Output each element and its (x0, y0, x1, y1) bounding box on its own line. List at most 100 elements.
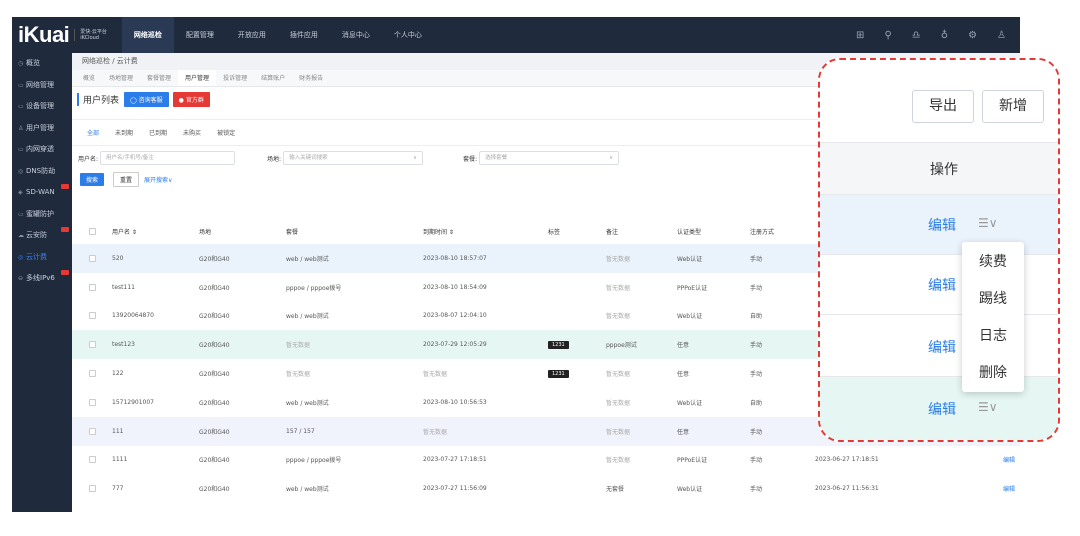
cell-note: 暂无数据 (606, 273, 677, 302)
breadcrumb: 网络巡检 / 云计费 (72, 53, 1020, 70)
cell-note: 暂无数据 (606, 302, 677, 331)
filter-tab[interactable]: 未购买 (183, 130, 202, 137)
package-select[interactable]: 选择套餐 ∨ (479, 151, 620, 165)
sub-tab[interactable]: 用户管理 (178, 70, 217, 86)
sidebar-item[interactable]: ▭ 蜜罐防护 (12, 204, 72, 226)
table-row[interactable]: 13920064870 G20和G40 web / web测试 2023-08-07 … (72, 302, 1020, 331)
table-row[interactable]: 122 G20和G40 暂无数据 暂无数据 1231 暂无数据 任意 手动 (72, 359, 1020, 388)
filter-tab[interactable]: 未到期 (115, 130, 134, 137)
sub-tab[interactable]: 场地管理 (109, 75, 134, 82)
row-checkbox[interactable] (89, 254, 96, 262)
row-checkbox[interactable] (89, 283, 96, 291)
sidebar-item[interactable]: ⊖ 多线IPv6 (12, 268, 72, 290)
sidebar-item[interactable]: ▭ 网络管理 (12, 75, 72, 97)
table-row[interactable]: 1111 G20和G40 pppoe / pppoe拨号 2023-07-27 17:… (72, 446, 1020, 475)
column-header[interactable]: 标签 (548, 219, 606, 244)
row-checkbox[interactable] (89, 398, 96, 406)
sub-tab[interactable]: 概览 (83, 75, 96, 82)
edit-link[interactable]: 编辑 (928, 340, 956, 356)
top-nav-item[interactable]: 消息中心 (341, 31, 370, 39)
sidebar-item-label: 蜜罐防护 (26, 209, 54, 218)
official-group-button[interactable]: ● 官方群 (172, 92, 210, 107)
sub-tab[interactable]: 结算账户 (261, 75, 286, 82)
edit-link[interactable]: 编辑 (928, 218, 956, 234)
row-checkbox[interactable] (89, 341, 96, 349)
top-nav-item[interactable]: 个人中心 (393, 31, 422, 39)
user-icon[interactable]: ♙ (997, 29, 1006, 41)
sidebar-item[interactable]: ◎ DNS防劫 (12, 161, 72, 183)
cell-text: 手动 (750, 342, 763, 350)
sidebar-item[interactable]: ◷ 概览 (12, 53, 72, 75)
sidebar-item[interactable]: ▭ 内网穿透 (12, 139, 72, 161)
sidebar-item[interactable]: ☁ 云安防 (12, 225, 72, 247)
column-header[interactable]: 备注 (606, 219, 677, 244)
cell-pkg: web / web测试 (286, 302, 423, 331)
table-row[interactable]: test111 G20和G40 pppoe / pppoe拨号 2023-08-10 … (72, 273, 1020, 302)
cell-expire: 2023-08-10 10:56:53 (423, 388, 548, 417)
row-checkbox[interactable] (89, 456, 96, 464)
filter-tab[interactable]: 全部 (87, 130, 100, 137)
select-all-checkbox[interactable] (89, 228, 96, 235)
filter-tab[interactable]: 已到期 (149, 130, 168, 137)
cell-venue: G20和G40 (199, 330, 286, 360)
headset-icon[interactable]: ♎ (911, 29, 921, 41)
more-menu-icon[interactable]: ☰∨ (978, 216, 998, 230)
column-header[interactable]: 认证类型 (677, 219, 750, 244)
sidebar-item[interactable]: ◎ 云计费 (12, 247, 72, 269)
cell-text: Web认证 (677, 486, 703, 494)
search-button[interactable]: 搜索 (80, 172, 105, 186)
cell-text: 暂无数据 (286, 371, 311, 379)
add-button[interactable]: 新增 (982, 90, 1044, 123)
row-checkbox[interactable] (89, 427, 96, 435)
bulb-icon[interactable]: ♁ (940, 29, 949, 41)
cell-venue: G20和G40 (199, 359, 286, 388)
top-nav-item[interactable]: 开放应用 (237, 31, 266, 39)
cell-text: 暂无数据 (423, 371, 448, 379)
edit-link[interactable]: 编辑 (928, 278, 956, 294)
sidebar-item[interactable]: ◈ SD-WAN (12, 182, 72, 204)
menu-item[interactable]: 删除 (979, 365, 1007, 381)
column-header[interactable]: 到期时间 ⇕ (423, 219, 548, 244)
column-header[interactable]: 场地 (199, 219, 286, 244)
edit-link[interactable]: 编辑 (928, 402, 956, 418)
menu-item[interactable]: 续费 (979, 254, 1007, 270)
sidebar-item-icon: ♙ (18, 124, 24, 132)
reset-button[interactable]: 重置 (113, 171, 140, 187)
sidebar-item[interactable]: ♙ 用户管理 (12, 118, 72, 140)
column-header[interactable]: 套餐 (286, 219, 423, 244)
sidebar-item-label: SD-WAN (26, 188, 55, 196)
settings-icon[interactable]: ⚙ (968, 29, 978, 41)
sidebar-item[interactable]: ▭ 设备管理 (12, 96, 72, 118)
row-checkbox[interactable] (89, 312, 96, 320)
column-header[interactable]: 注册方式 (750, 219, 815, 244)
cell-user: 15712901007 (112, 388, 199, 417)
sidebar-item-label: DNS防劫 (26, 166, 56, 175)
cell-text: 手动 (750, 371, 763, 379)
menu-item[interactable]: 日志 (979, 328, 1007, 344)
filter-tab[interactable]: 被锁定 (217, 130, 236, 137)
table-row[interactable]: 777 G20和G40 web / web测试 2023-07-27 11:56:09… (72, 474, 1020, 503)
menu-item[interactable]: 踢线 (979, 291, 1007, 307)
username-input[interactable]: 用户名/手机号/备注 (100, 151, 236, 165)
row-checkbox[interactable] (89, 485, 96, 493)
edit-link[interactable]: 编辑 (1003, 457, 1016, 465)
edit-link[interactable]: 编辑 (1003, 486, 1016, 494)
sub-tab[interactable]: 投诉管理 (223, 75, 248, 82)
sub-tab[interactable]: 财务报告 (299, 75, 324, 82)
table-row[interactable]: 111 G20和G40 157 / 157 暂无数据 暂无数据 任意 手动 (72, 416, 1020, 446)
grid-icon[interactable]: ⊞ (856, 29, 865, 41)
export-button[interactable]: 导出 (912, 90, 974, 123)
consult-button[interactable]: ◯ 咨询客服 (124, 92, 169, 107)
top-nav-item[interactable]: 插件应用 (289, 31, 318, 39)
top-nav-item[interactable]: 网络巡检 (121, 17, 174, 53)
sub-tab[interactable]: 套餐管理 (147, 75, 172, 82)
column-header[interactable]: 用户名 ⇕ (112, 219, 199, 244)
username-label: 用户名: (78, 155, 99, 163)
more-menu-icon[interactable]: ☰∨ (978, 400, 998, 414)
venue-select[interactable]: 输入关键词搜索 ∨ (283, 151, 424, 165)
expand-search-link[interactable]: 展开搜索∨ (144, 176, 173, 184)
row-checkbox[interactable] (89, 370, 96, 378)
table-row[interactable]: 15712901007 G20和G40 web / web测试 2023-08-10 … (72, 388, 1020, 417)
link-icon[interactable]: ⚲ (884, 29, 892, 41)
top-nav-item[interactable]: 配置管理 (185, 31, 214, 39)
